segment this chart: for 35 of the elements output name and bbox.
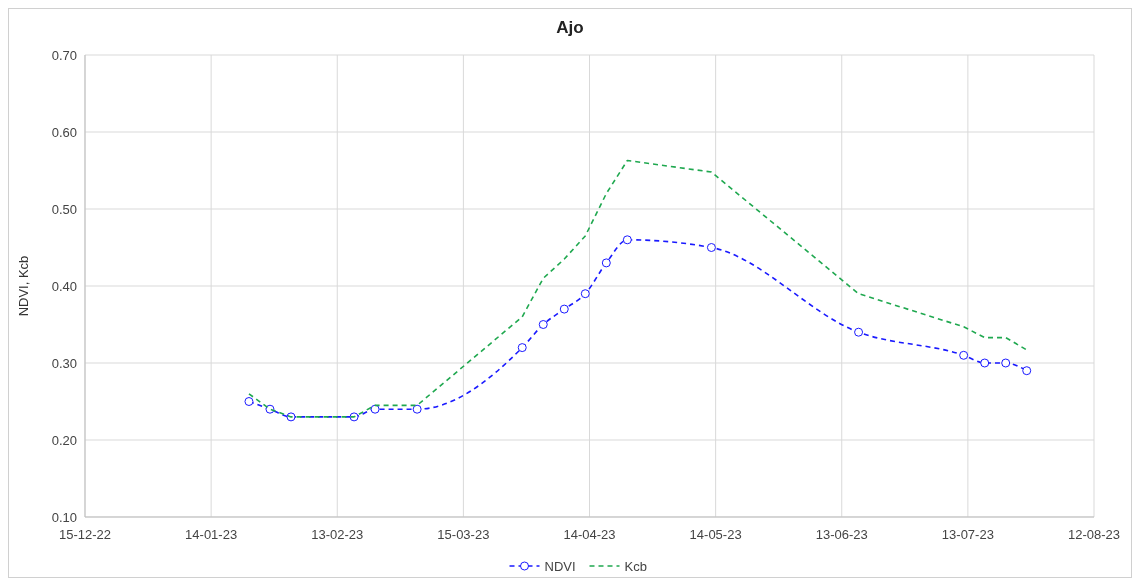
point <box>538 320 548 329</box>
x-tick-label: 14-04-23 <box>563 527 616 542</box>
x-tick-label: 12-08-23 <box>1067 527 1121 542</box>
x-tick-label: 15-12-22 <box>58 527 112 542</box>
point <box>580 289 590 299</box>
x-tick-label: 13-02-23 <box>311 527 364 542</box>
point <box>601 258 611 268</box>
legend-label: Kcb <box>624 558 647 574</box>
x-tick-label: 14-01-23 <box>185 527 238 542</box>
x-tick-label: 13-07-23 <box>941 527 994 542</box>
point <box>854 327 864 337</box>
x-tick-label: 15-03-23 <box>437 527 490 542</box>
legend-label: NDVI <box>544 558 576 574</box>
point <box>1022 366 1032 376</box>
point <box>370 404 380 414</box>
point <box>517 343 527 353</box>
point <box>706 243 716 252</box>
y-tick-label: 0.30 <box>51 355 77 371</box>
y-tick-label: 0.40 <box>51 278 77 294</box>
y-axis-title: NDVI, Kcb <box>16 255 31 317</box>
y-tick-label: 0.10 <box>51 509 77 525</box>
point <box>244 397 254 406</box>
point <box>959 350 969 360</box>
y-tick-label: 0.70 <box>51 47 77 63</box>
y-tick-label: 0.60 <box>51 124 77 140</box>
x-tick-label: 13-06-23 <box>815 527 868 542</box>
point <box>980 358 990 368</box>
x-tick-label: 14-05-23 <box>689 527 742 542</box>
y-tick-label: 0.50 <box>51 201 77 217</box>
point <box>1001 358 1011 368</box>
point <box>559 304 569 314</box>
y-tick-label: 0.20 <box>51 432 77 448</box>
point <box>412 404 422 414</box>
point <box>622 235 632 245</box>
chart-title: Ajo <box>556 18 584 37</box>
